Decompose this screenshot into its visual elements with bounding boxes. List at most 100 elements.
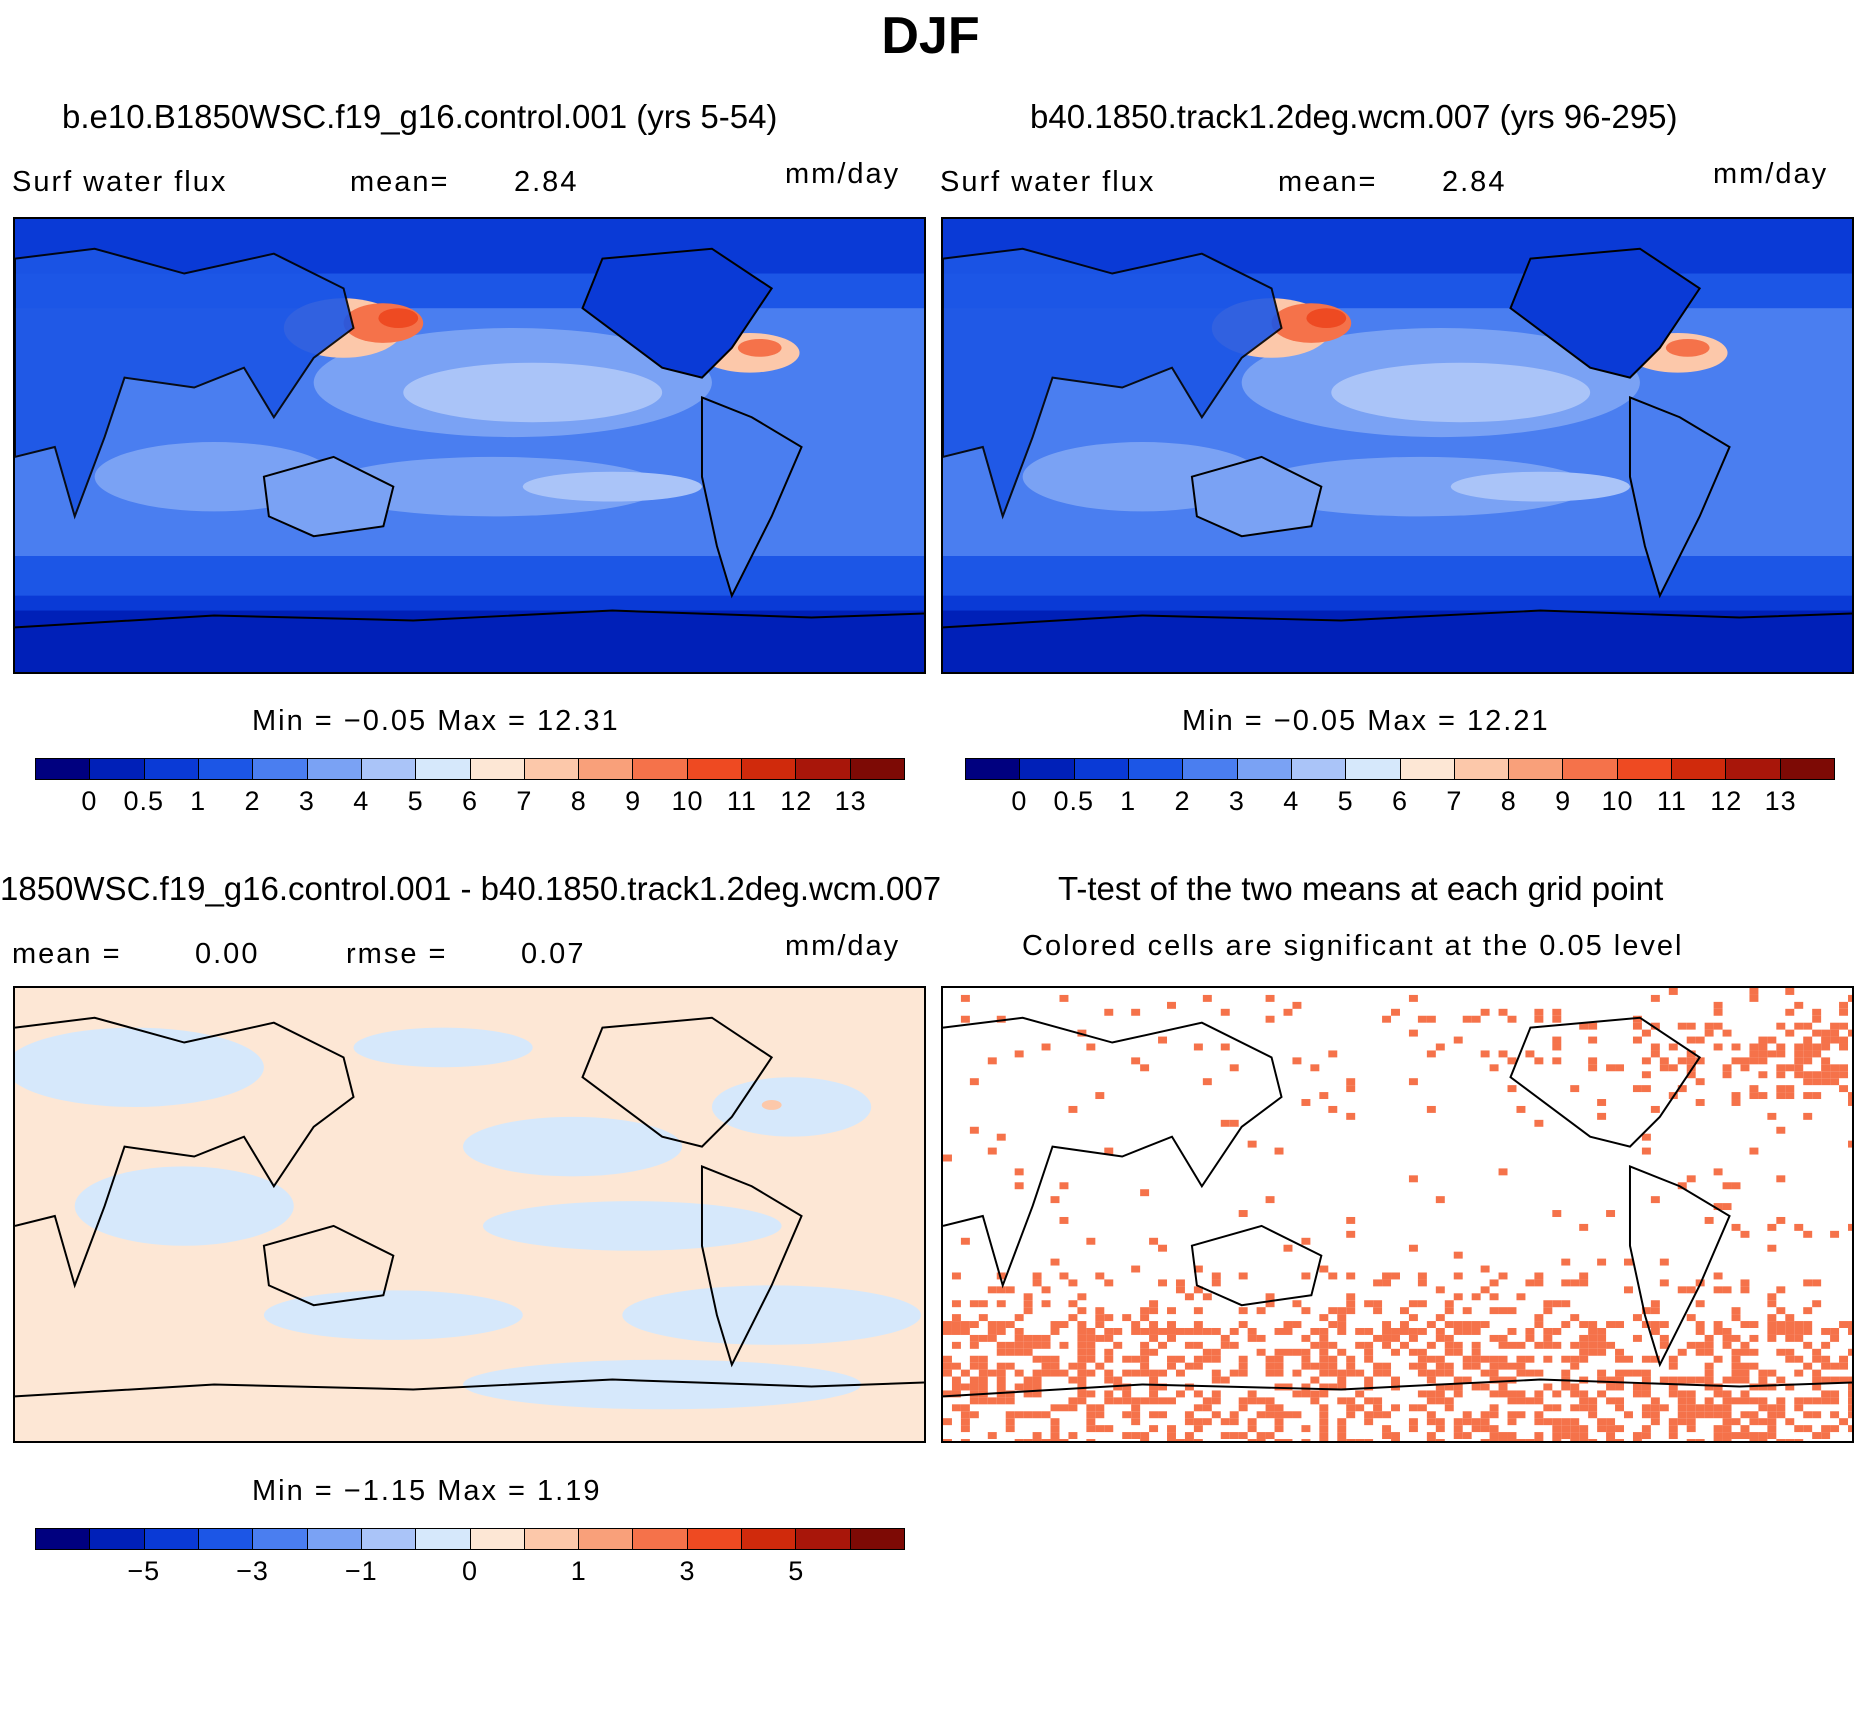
significant-cell [1525, 1369, 1535, 1377]
significant-cell [1417, 1348, 1427, 1356]
significant-cell [1848, 1404, 1852, 1412]
significant-cell [1077, 1293, 1087, 1301]
panel4-map [941, 986, 1854, 1443]
significant-cell [1704, 1362, 1714, 1370]
significant-cell [1238, 1432, 1248, 1440]
significant-cell [1776, 1043, 1786, 1051]
significant-cell [1274, 1411, 1284, 1419]
colorbar-tick-label: 1 [570, 1556, 587, 1586]
significant-cell [1543, 1383, 1553, 1391]
significant-cell [1041, 1411, 1051, 1419]
significant-cell [951, 1362, 961, 1370]
significant-cell [1740, 1432, 1750, 1440]
significant-cell [1319, 1418, 1329, 1426]
significant-cell [1077, 1307, 1087, 1315]
significant-cell [1301, 1099, 1311, 1106]
significant-cell [1731, 1057, 1741, 1065]
significant-cell [1453, 1321, 1463, 1328]
significant-cell [1167, 1334, 1176, 1342]
significant-cell [1561, 1258, 1571, 1266]
colorbar-tick-label: 10 [1601, 786, 1634, 816]
significant-cell [1606, 1376, 1616, 1384]
significant-cell [1301, 1439, 1311, 1441]
significant-cell [1516, 1355, 1526, 1363]
significant-cell [1803, 1327, 1813, 1335]
significant-cell [1489, 1439, 1499, 1441]
significant-cell [951, 1300, 961, 1308]
significant-cell [1713, 1355, 1723, 1363]
significant-cell [1202, 1348, 1212, 1356]
significant-cell [1821, 1043, 1831, 1051]
colorbar-swatch [1074, 759, 1129, 779]
significant-cell [1256, 1348, 1266, 1356]
significant-cell [1516, 1439, 1526, 1441]
significant-cell [1507, 1362, 1517, 1370]
significant-cell [1382, 1411, 1392, 1419]
significant-cell [1650, 1050, 1660, 1058]
significant-cell [1543, 1300, 1553, 1308]
significant-cell [1238, 1272, 1248, 1280]
significant-cell [1803, 1230, 1813, 1238]
significant-cell [996, 1015, 1006, 1023]
significant-cell [1077, 1341, 1087, 1349]
significant-cell [1579, 1390, 1589, 1398]
significant-cell [978, 1362, 988, 1370]
significant-cell [1543, 1341, 1553, 1349]
significant-cell [1140, 1327, 1150, 1335]
significant-cell [1014, 1411, 1024, 1419]
significant-cell [1095, 1425, 1105, 1433]
significant-cell [996, 1327, 1006, 1335]
significant-cell [1579, 1321, 1589, 1328]
significant-cell [969, 1334, 979, 1342]
significant-cell [1615, 1383, 1625, 1391]
significant-cell [1776, 1348, 1786, 1356]
significant-cell [1650, 1022, 1660, 1030]
significant-cell [978, 1397, 988, 1405]
significant-cell [996, 1390, 1006, 1398]
significant-cell [1193, 1043, 1203, 1051]
significant-cell [1650, 994, 1660, 1002]
significant-cell [1641, 1147, 1651, 1155]
significant-cell [1059, 1341, 1069, 1349]
significant-cell [1059, 1216, 1069, 1224]
significant-cell [1561, 1383, 1571, 1391]
significant-cell [1382, 1341, 1392, 1349]
significant-cell [1319, 1432, 1329, 1440]
significant-cell [1480, 1265, 1490, 1273]
significant-cell [1471, 1418, 1481, 1426]
significant-cell [1489, 1369, 1499, 1377]
significant-cell [1211, 1369, 1221, 1377]
significant-cell [1211, 1411, 1221, 1419]
significant-cell [1821, 1425, 1831, 1433]
significant-cell [1104, 1397, 1114, 1405]
significant-cell [1086, 1348, 1096, 1356]
significant-cell [1561, 1425, 1571, 1433]
panel2-map-svg [943, 219, 1852, 672]
significant-cell [978, 1383, 988, 1391]
significant-cell [1417, 1015, 1427, 1023]
significant-cell [1229, 1411, 1239, 1419]
significant-cell [1606, 1383, 1616, 1391]
significant-cell [1794, 1223, 1804, 1231]
significant-cell [1426, 1015, 1436, 1023]
significant-cell [1086, 1327, 1096, 1335]
significant-cell [1426, 1439, 1436, 1441]
significant-cell [1471, 1327, 1481, 1335]
significant-cell [1830, 1425, 1840, 1433]
significant-cell [1722, 1418, 1732, 1426]
significant-cell [1803, 1050, 1813, 1058]
significant-cell [1650, 1300, 1660, 1308]
significant-cell [1749, 1147, 1759, 1155]
significant-cell [1140, 1307, 1150, 1315]
significant-cell [1346, 1355, 1356, 1363]
significant-cell [1328, 1050, 1338, 1058]
significant-cell [1149, 1369, 1159, 1377]
significant-cell [1462, 1418, 1472, 1426]
significant-cell [1677, 1411, 1687, 1419]
significant-cell [1193, 1418, 1203, 1426]
significant-cell [1489, 1355, 1499, 1363]
significant-cell [1758, 1369, 1768, 1377]
significant-cell [1104, 1008, 1114, 1016]
significant-cell [1641, 1133, 1651, 1141]
significant-cell [1310, 1376, 1320, 1384]
